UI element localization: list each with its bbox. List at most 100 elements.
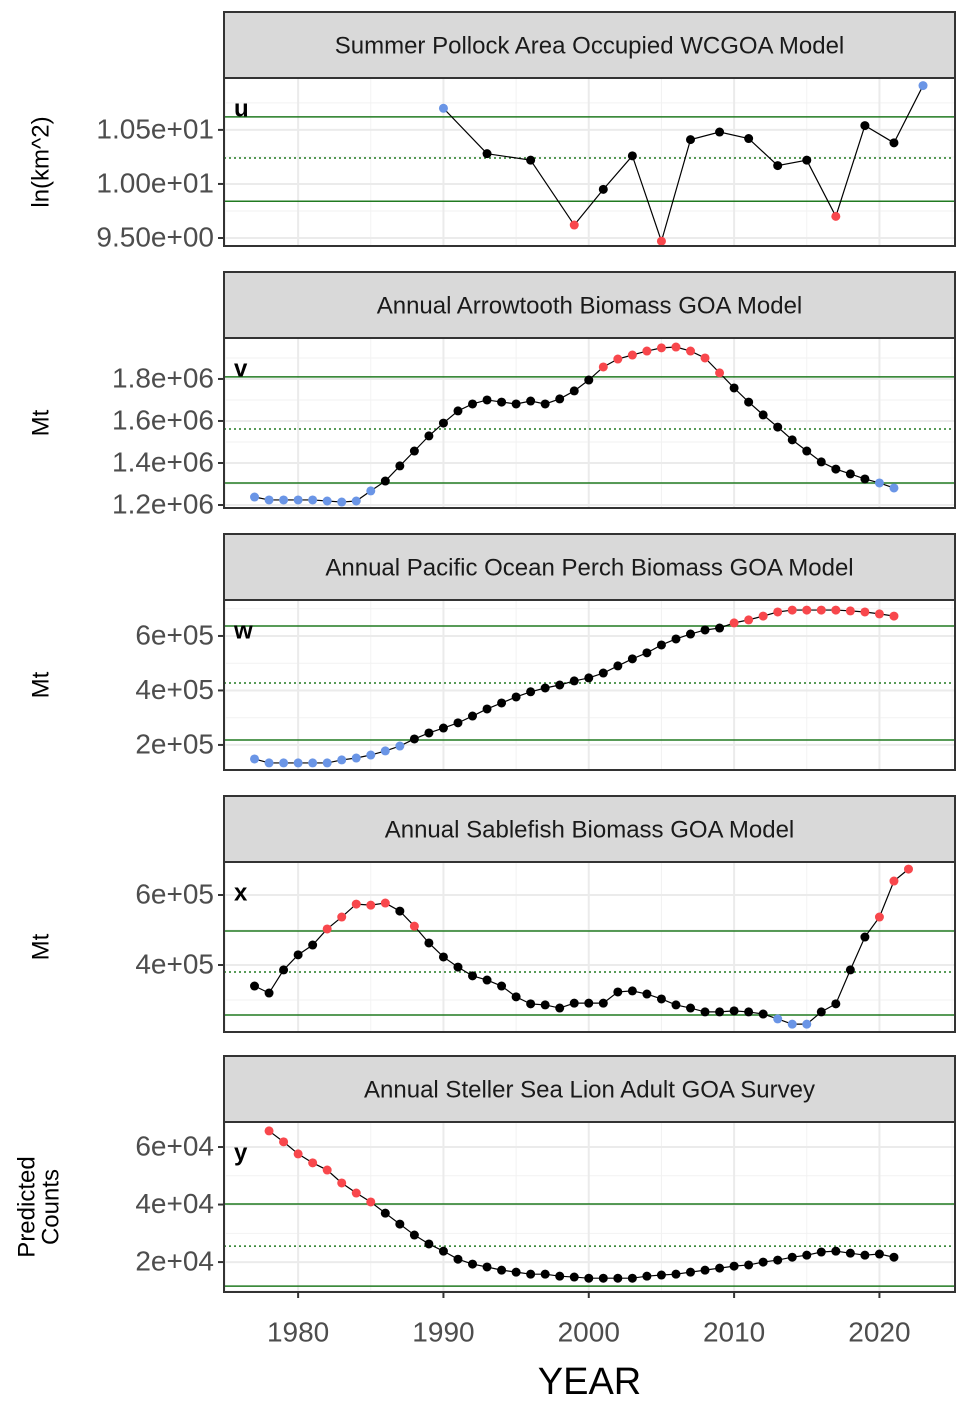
- point: [627, 654, 637, 664]
- point: [860, 121, 870, 131]
- point: [322, 1165, 332, 1175]
- point: [351, 753, 361, 763]
- y-tick-label: 2e+05: [135, 728, 214, 759]
- point: [526, 999, 536, 1009]
- point: [569, 220, 579, 230]
- point: [279, 758, 289, 768]
- point: [627, 986, 637, 996]
- point: [264, 495, 274, 505]
- y-tick-label: 9.50e+00: [96, 221, 214, 252]
- point: [264, 988, 274, 998]
- point: [540, 683, 550, 693]
- panel-border: [223, 861, 956, 1033]
- point: [337, 1178, 347, 1188]
- point: [686, 346, 696, 356]
- panel-label: x: [234, 879, 248, 906]
- point: [874, 609, 884, 619]
- point: [744, 134, 754, 144]
- point: [497, 397, 507, 407]
- point: [264, 758, 274, 768]
- point: [845, 965, 855, 975]
- point: [700, 1265, 710, 1275]
- point: [656, 994, 666, 1004]
- point: [671, 634, 681, 644]
- point: [874, 1249, 884, 1259]
- point: [715, 1007, 725, 1017]
- point: [468, 711, 478, 721]
- y-tick-label: 6e+05: [135, 619, 214, 650]
- point: [438, 1246, 448, 1256]
- point: [729, 1006, 739, 1016]
- panel-label: u: [234, 95, 249, 122]
- point: [715, 1263, 725, 1273]
- point: [700, 1007, 710, 1017]
- point: [366, 750, 376, 760]
- point: [787, 1019, 797, 1029]
- point: [584, 375, 594, 385]
- point: [845, 1248, 855, 1258]
- point: [337, 912, 347, 922]
- point: [627, 1273, 637, 1283]
- point: [569, 1272, 579, 1282]
- point: [366, 486, 376, 496]
- point: [787, 435, 797, 445]
- point: [671, 342, 681, 352]
- point: [874, 912, 884, 922]
- point: [293, 758, 303, 768]
- point: [555, 394, 565, 404]
- point: [395, 1219, 405, 1229]
- point: [773, 422, 783, 432]
- point: [511, 692, 521, 702]
- point: [744, 615, 754, 625]
- point: [395, 461, 405, 471]
- point: [468, 1259, 478, 1269]
- point: [860, 474, 870, 484]
- point: [424, 431, 434, 441]
- point: [337, 497, 347, 507]
- point: [497, 981, 507, 991]
- point: [569, 386, 579, 396]
- point: [860, 932, 870, 942]
- y-tick-label: 4e+04: [135, 1188, 214, 1219]
- point: [642, 989, 652, 999]
- point: [366, 900, 376, 910]
- point: [264, 1126, 274, 1136]
- point: [874, 478, 884, 488]
- point: [889, 138, 899, 148]
- point: [802, 1250, 812, 1260]
- point: [453, 1254, 463, 1264]
- point: [453, 406, 463, 416]
- point: [424, 938, 434, 948]
- panel-title: Annual Sablefish Biomass GOA Model: [385, 816, 795, 843]
- y-tick-label: 1.4e+06: [112, 446, 214, 477]
- point: [598, 362, 608, 372]
- point: [816, 605, 826, 615]
- point: [845, 469, 855, 479]
- point: [773, 1014, 783, 1024]
- point: [671, 1269, 681, 1279]
- panel-label: y: [234, 1139, 248, 1166]
- point: [744, 397, 754, 407]
- point: [613, 354, 623, 364]
- point: [468, 971, 478, 981]
- point: [903, 864, 913, 874]
- point: [860, 607, 870, 617]
- strip: [223, 1055, 956, 1123]
- point: [497, 1265, 507, 1275]
- point: [351, 899, 361, 909]
- panel-border: [223, 599, 956, 771]
- point: [395, 906, 405, 916]
- panel-border: [223, 77, 956, 247]
- point: [816, 457, 826, 467]
- point: [729, 1261, 739, 1271]
- point: [831, 1246, 841, 1256]
- point: [686, 1003, 696, 1013]
- y-tick-label: 1.05e+01: [96, 113, 214, 144]
- point: [482, 395, 492, 405]
- point: [584, 673, 594, 683]
- point: [279, 1137, 289, 1147]
- point: [831, 464, 841, 474]
- point: [322, 924, 332, 934]
